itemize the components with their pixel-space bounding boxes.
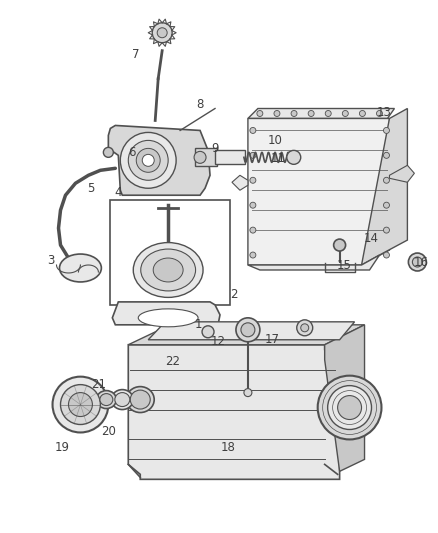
Ellipse shape bbox=[111, 390, 133, 409]
Circle shape bbox=[334, 239, 346, 251]
Circle shape bbox=[318, 376, 381, 439]
Bar bbox=[215, 150, 245, 164]
Circle shape bbox=[157, 28, 167, 38]
Circle shape bbox=[384, 152, 389, 158]
Polygon shape bbox=[112, 302, 220, 325]
Text: 22: 22 bbox=[165, 355, 180, 368]
Ellipse shape bbox=[60, 254, 101, 282]
Text: 1: 1 bbox=[194, 318, 202, 332]
Circle shape bbox=[257, 110, 263, 117]
Circle shape bbox=[136, 148, 160, 172]
Circle shape bbox=[297, 320, 313, 336]
Ellipse shape bbox=[130, 390, 150, 409]
Text: 11: 11 bbox=[270, 152, 285, 165]
Circle shape bbox=[60, 385, 100, 424]
Circle shape bbox=[301, 324, 309, 332]
Polygon shape bbox=[128, 345, 339, 479]
Circle shape bbox=[236, 318, 260, 342]
Circle shape bbox=[325, 110, 331, 117]
Ellipse shape bbox=[138, 309, 198, 327]
Circle shape bbox=[53, 377, 108, 432]
Circle shape bbox=[250, 127, 256, 133]
Circle shape bbox=[274, 110, 280, 117]
Circle shape bbox=[250, 152, 256, 158]
Text: 9: 9 bbox=[211, 142, 219, 155]
Text: 4: 4 bbox=[115, 185, 122, 199]
Polygon shape bbox=[232, 175, 248, 190]
Text: 20: 20 bbox=[101, 425, 116, 438]
Text: 18: 18 bbox=[221, 441, 235, 454]
Text: 21: 21 bbox=[91, 378, 106, 391]
Ellipse shape bbox=[133, 243, 203, 297]
Text: 6: 6 bbox=[128, 146, 136, 159]
Circle shape bbox=[308, 110, 314, 117]
Text: 16: 16 bbox=[414, 255, 429, 269]
Text: 17: 17 bbox=[264, 333, 279, 346]
Circle shape bbox=[287, 150, 301, 164]
Bar bbox=[110, 200, 230, 305]
Circle shape bbox=[384, 177, 389, 183]
Circle shape bbox=[413, 257, 422, 267]
Circle shape bbox=[128, 140, 168, 180]
Circle shape bbox=[103, 148, 113, 157]
Polygon shape bbox=[325, 325, 364, 471]
Circle shape bbox=[152, 23, 172, 43]
Ellipse shape bbox=[96, 391, 117, 409]
Circle shape bbox=[142, 155, 154, 166]
Circle shape bbox=[244, 389, 252, 397]
Text: 12: 12 bbox=[211, 335, 226, 348]
Text: 13: 13 bbox=[377, 106, 392, 119]
Text: 3: 3 bbox=[47, 254, 54, 266]
Polygon shape bbox=[108, 125, 210, 195]
Text: 10: 10 bbox=[267, 134, 282, 147]
Circle shape bbox=[250, 202, 256, 208]
Ellipse shape bbox=[100, 393, 113, 406]
Circle shape bbox=[202, 326, 214, 338]
Circle shape bbox=[408, 253, 426, 271]
Polygon shape bbox=[128, 325, 364, 345]
Polygon shape bbox=[389, 165, 414, 182]
Circle shape bbox=[384, 127, 389, 133]
Circle shape bbox=[384, 227, 389, 233]
Text: 7: 7 bbox=[131, 48, 139, 61]
Text: 14: 14 bbox=[364, 232, 379, 245]
Text: 15: 15 bbox=[337, 259, 352, 271]
Circle shape bbox=[377, 110, 382, 117]
Text: 8: 8 bbox=[196, 98, 204, 111]
Polygon shape bbox=[148, 322, 355, 340]
Circle shape bbox=[250, 177, 256, 183]
Circle shape bbox=[250, 252, 256, 258]
Polygon shape bbox=[361, 109, 407, 265]
Polygon shape bbox=[248, 255, 379, 270]
Circle shape bbox=[338, 395, 361, 419]
Ellipse shape bbox=[153, 258, 183, 282]
Ellipse shape bbox=[141, 249, 196, 291]
Circle shape bbox=[250, 227, 256, 233]
Circle shape bbox=[343, 110, 348, 117]
Ellipse shape bbox=[126, 386, 154, 413]
Circle shape bbox=[328, 385, 371, 430]
Circle shape bbox=[360, 110, 365, 117]
Circle shape bbox=[241, 323, 255, 337]
Text: 5: 5 bbox=[87, 182, 94, 195]
Circle shape bbox=[384, 202, 389, 208]
Text: 19: 19 bbox=[55, 441, 70, 454]
Polygon shape bbox=[248, 118, 389, 265]
Circle shape bbox=[194, 151, 206, 163]
Circle shape bbox=[68, 393, 92, 416]
Ellipse shape bbox=[115, 393, 130, 407]
Polygon shape bbox=[248, 109, 395, 118]
Circle shape bbox=[120, 132, 176, 188]
Text: 2: 2 bbox=[230, 288, 238, 301]
Circle shape bbox=[291, 110, 297, 117]
Bar bbox=[195, 148, 217, 166]
Circle shape bbox=[384, 252, 389, 258]
